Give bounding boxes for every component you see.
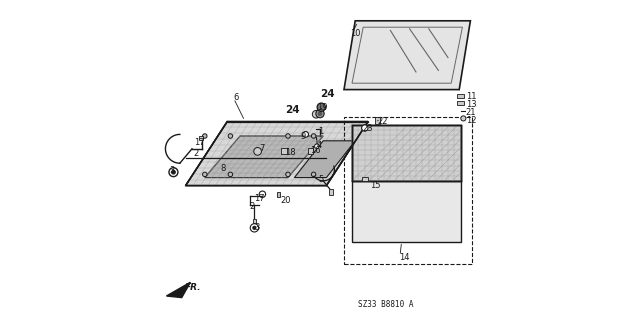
Text: 14: 14	[399, 253, 410, 262]
Circle shape	[312, 172, 316, 177]
Text: 1: 1	[319, 127, 324, 136]
Bar	[200, 136, 202, 140]
Circle shape	[228, 172, 233, 177]
Text: 4: 4	[317, 141, 322, 150]
Bar	[457, 94, 465, 98]
Text: 17: 17	[195, 138, 205, 147]
Text: 8: 8	[221, 164, 226, 172]
Circle shape	[285, 134, 291, 138]
Circle shape	[285, 172, 291, 177]
Text: 3: 3	[254, 223, 260, 232]
Circle shape	[169, 168, 178, 177]
Text: 15: 15	[370, 181, 380, 190]
Circle shape	[314, 144, 319, 148]
Bar	[329, 189, 333, 195]
Text: 2: 2	[193, 149, 199, 158]
Polygon shape	[166, 282, 191, 298]
Text: 18: 18	[285, 148, 296, 156]
Bar	[317, 106, 323, 112]
Text: 7: 7	[259, 144, 264, 153]
Circle shape	[253, 226, 256, 229]
Bar	[362, 177, 367, 181]
Polygon shape	[205, 136, 323, 178]
Bar	[253, 219, 256, 223]
Text: 13: 13	[466, 100, 476, 108]
Circle shape	[318, 112, 322, 116]
Text: 22: 22	[378, 117, 388, 126]
Circle shape	[312, 110, 320, 118]
Text: 19: 19	[317, 103, 327, 112]
Polygon shape	[344, 21, 470, 90]
Circle shape	[259, 191, 266, 197]
Bar	[277, 192, 280, 197]
Bar	[282, 148, 287, 154]
Text: 16: 16	[310, 146, 321, 155]
Text: 24: 24	[320, 89, 335, 100]
Circle shape	[172, 170, 175, 174]
Text: 23: 23	[362, 124, 373, 133]
Bar	[457, 101, 465, 105]
Text: 11: 11	[466, 92, 476, 100]
Circle shape	[317, 103, 326, 111]
Circle shape	[316, 109, 324, 118]
Text: 20: 20	[280, 196, 291, 204]
Circle shape	[228, 134, 233, 138]
Text: 3: 3	[169, 166, 174, 175]
Text: 10: 10	[351, 29, 361, 38]
Text: 9: 9	[301, 132, 306, 140]
Polygon shape	[352, 125, 461, 181]
Text: 17: 17	[254, 194, 265, 203]
Bar	[375, 117, 380, 124]
Text: 5: 5	[319, 175, 324, 184]
Polygon shape	[186, 122, 368, 186]
Text: 24: 24	[285, 105, 300, 116]
Text: 21: 21	[466, 108, 476, 117]
Text: 12: 12	[466, 116, 476, 125]
Circle shape	[362, 125, 368, 131]
Circle shape	[250, 224, 259, 232]
Polygon shape	[294, 141, 355, 178]
Text: 2: 2	[249, 202, 254, 211]
Bar	[308, 148, 312, 154]
Circle shape	[254, 148, 262, 155]
Text: FR.: FR.	[185, 284, 202, 292]
Text: 6: 6	[234, 93, 239, 102]
Text: SZ33 B8810 A: SZ33 B8810 A	[358, 300, 414, 309]
Circle shape	[303, 132, 308, 137]
Circle shape	[202, 134, 207, 138]
Circle shape	[461, 116, 466, 121]
Circle shape	[202, 172, 207, 177]
Polygon shape	[352, 181, 461, 242]
Circle shape	[312, 134, 316, 138]
